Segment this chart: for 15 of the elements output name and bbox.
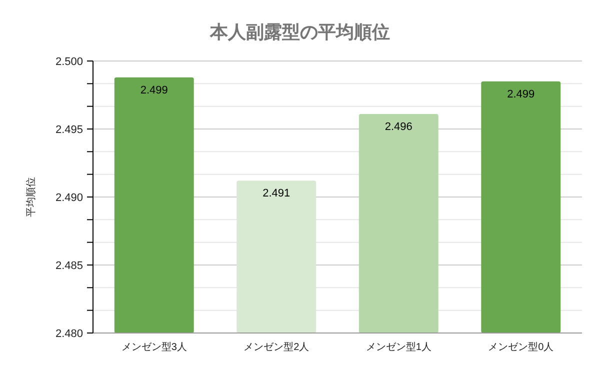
data-label: 2.499 [140,84,168,96]
chart-title: 本人副露型の平均順位 [209,22,390,42]
data-label: 2.491 [262,188,290,200]
y-tick-label: 2.500 [55,56,83,68]
y-tick-label: 2.495 [55,124,83,136]
x-tick-label: メンゼン型3人 [121,341,187,353]
x-tick-label: メンゼン型0人 [488,341,554,353]
data-label: 2.499 [507,88,535,100]
y-tick-label: 2.485 [55,260,83,272]
x-tick-label: メンゼン型1人 [366,341,432,353]
y-axis-title: 平均順位 [25,177,37,217]
y-tick-label: 2.490 [55,192,83,204]
y-tick-label: 2.480 [55,328,83,340]
data-label: 2.496 [384,121,412,134]
x-tick-label: メンゼン型2人 [244,341,310,353]
